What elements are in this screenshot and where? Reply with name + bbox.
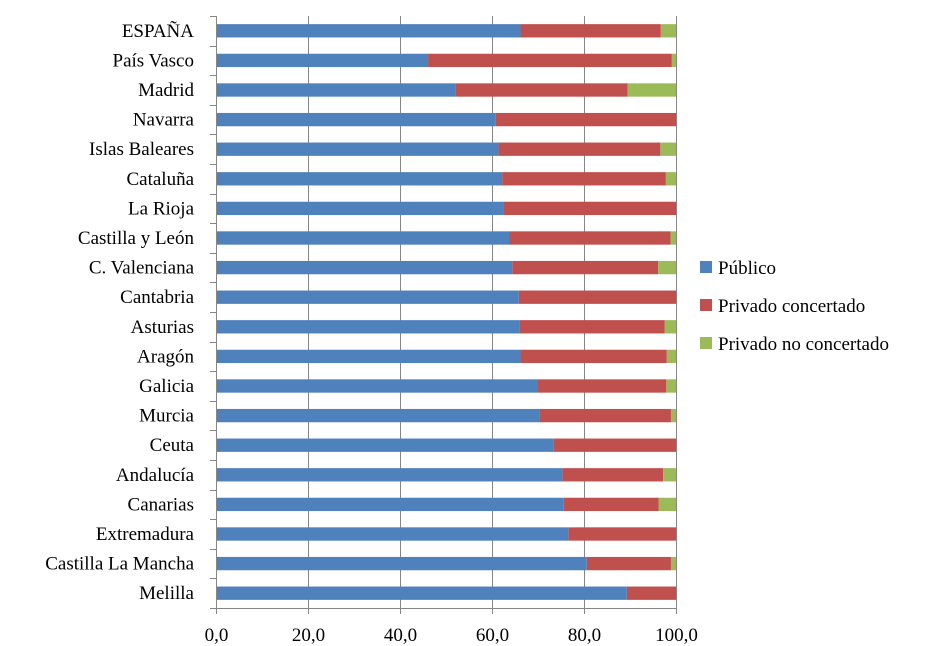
- bar-segment: [660, 142, 676, 156]
- bar-segment: [539, 408, 671, 423]
- bar-segment: [216, 497, 564, 512]
- bar-segment: [216, 53, 429, 68]
- bar-segment: [562, 468, 664, 482]
- bar-segment: [216, 83, 456, 97]
- bar-segment: [502, 172, 666, 186]
- category-label: País Vasco: [113, 50, 194, 71]
- bar-segment: [216, 320, 520, 334]
- bar-segment: [670, 408, 676, 423]
- category-label: Castilla La Mancha: [45, 554, 194, 575]
- x-tick-label: 100,0: [655, 625, 698, 646]
- category-label: Andalucía: [116, 465, 195, 486]
- x-tick-label: 80,0: [568, 625, 601, 646]
- category-label: La Rioja: [128, 198, 195, 219]
- bar-segment: [520, 349, 667, 364]
- category-label: Ceuta: [150, 435, 195, 456]
- category-label: Navarra: [133, 110, 195, 131]
- bar-segment: [512, 260, 659, 275]
- x-tick-labels: 0,0 20,0 40,0 60,0 80,0 100,0: [205, 625, 698, 646]
- legend-label: Privado no concertado: [718, 334, 889, 355]
- legend-label: Privado concertado: [718, 296, 865, 317]
- bar-segment: [664, 320, 676, 334]
- bar-segment: [666, 379, 676, 393]
- bar-segment: [503, 201, 676, 216]
- bar-segment: [666, 349, 676, 364]
- bar-segment: [627, 83, 676, 97]
- category-label: Melilla: [139, 583, 194, 604]
- bar-segment: [216, 231, 510, 245]
- category-label: Castilla y León: [78, 228, 195, 249]
- bar-segment: [670, 231, 676, 245]
- category-label: C. Valenciana: [89, 258, 195, 279]
- category-label: Islas Baleares: [89, 139, 194, 160]
- category-label: Cantabria: [120, 287, 194, 308]
- bar-segment: [520, 24, 661, 38]
- bar-segment: [509, 231, 671, 245]
- bar-segment: [658, 497, 676, 512]
- bar-segment: [495, 112, 676, 127]
- legend-swatch: [700, 261, 712, 273]
- bar-segment: [216, 142, 499, 156]
- bar-segment: [216, 260, 513, 275]
- bar-segment: [455, 83, 628, 97]
- category-label: Extremadura: [96, 524, 195, 545]
- category-label: Canarias: [128, 494, 194, 515]
- category-label: Madrid: [138, 80, 194, 101]
- bar-segment: [671, 53, 676, 68]
- x-tick-label: 40,0: [384, 625, 417, 646]
- bar-segment: [216, 556, 587, 571]
- bar-segment: [553, 438, 676, 452]
- bar-segment: [216, 112, 496, 127]
- legend-swatch: [700, 299, 712, 311]
- bar-segment: [665, 172, 676, 186]
- bar-segment: [568, 527, 676, 541]
- bar-segment: [658, 260, 676, 275]
- bar-segment: [216, 586, 627, 600]
- category-label: Aragón: [137, 346, 194, 367]
- x-tick-label: 60,0: [476, 625, 509, 646]
- bar-segment: [216, 24, 521, 38]
- category-labels: ESPAÑA País Vasco Madrid Navarra Islas Balea…: [45, 20, 194, 604]
- legend-swatch: [700, 337, 712, 349]
- legend: Público Privado concertado Privado no conc…: [700, 258, 889, 355]
- bar-segment: [216, 172, 503, 186]
- x-tick-label: 20,0: [292, 625, 325, 646]
- category-label: Cataluña: [126, 169, 194, 190]
- bar-segment: [216, 290, 519, 304]
- category-label: Murcia: [139, 406, 194, 427]
- category-label: Asturias: [131, 317, 194, 338]
- bar-segment: [498, 142, 661, 156]
- bar-segment: [660, 24, 676, 38]
- bar-segment: [216, 438, 554, 452]
- axes: [210, 16, 677, 614]
- bar-segment: [216, 379, 538, 393]
- category-label: Galicia: [139, 376, 194, 397]
- category-label: ESPAÑA: [122, 20, 194, 42]
- bar-segment: [519, 320, 665, 334]
- x-tick-label: 0,0: [205, 625, 229, 646]
- bar-segment: [663, 468, 676, 482]
- bar-segment: [626, 586, 676, 600]
- bars: [216, 24, 676, 600]
- bar-segment: [670, 556, 676, 571]
- bar-segment: [216, 201, 504, 216]
- bar-segment: [216, 468, 563, 482]
- bar-segment: [586, 556, 671, 571]
- bar-segment: [563, 497, 659, 512]
- bar-segment: [537, 379, 667, 393]
- bar-segment: [518, 290, 676, 304]
- bar-segment: [428, 53, 672, 68]
- bar-segment: [216, 349, 521, 364]
- grid-lines: [308, 16, 677, 608]
- bar-segment: [216, 527, 569, 541]
- bar-segment: [216, 408, 540, 423]
- legend-label: Público: [718, 258, 776, 279]
